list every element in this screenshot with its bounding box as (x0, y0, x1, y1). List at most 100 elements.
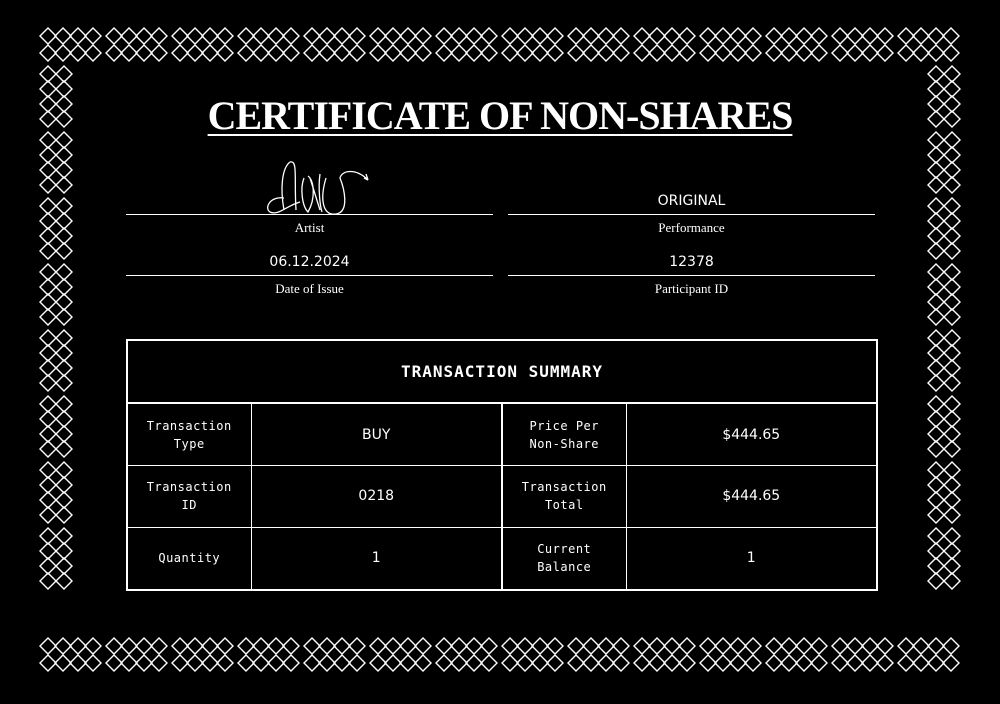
diamond-mark (435, 44, 453, 62)
diamond-mark (678, 637, 696, 655)
diamond-mark (633, 637, 651, 655)
diamond-mark (282, 654, 300, 672)
diamond-mark (135, 27, 153, 45)
diamond-mark (927, 131, 945, 149)
diamond-mark (927, 278, 945, 296)
diamond-mark (582, 654, 600, 672)
diamond-mark (663, 637, 681, 655)
diamond-mark (252, 27, 270, 45)
diamond-mark (303, 44, 321, 62)
diamond-mark (414, 637, 432, 655)
diamond-mark (612, 637, 630, 655)
diamond-mark (516, 44, 534, 62)
diamond-mark (414, 44, 432, 62)
diamond-mark (765, 27, 783, 45)
diamond-mark (333, 27, 351, 45)
diamond-mark (465, 637, 483, 655)
diamond-mark (39, 344, 57, 362)
diamond-mark (39, 293, 57, 311)
diamond-mark (39, 654, 57, 672)
diamond-mark (55, 242, 73, 260)
diamond-mark (55, 410, 73, 428)
diamond-mark (55, 161, 73, 179)
diamond-mark (927, 506, 945, 524)
table-row: Quantity 1 Current Balance 1 (126, 526, 878, 591)
diamond-mark (927, 293, 945, 311)
diamond-mark (678, 654, 696, 672)
diamond-mark (531, 654, 549, 672)
diamond-mark (54, 44, 72, 62)
diamond-mark (282, 44, 300, 62)
transaction-summary-table: TRANSACTION SUMMARY Transaction Type BUY… (126, 339, 879, 591)
diamond-mark (55, 359, 73, 377)
diamond-mark (927, 654, 945, 672)
diamond-mark (912, 44, 930, 62)
diamond-mark (648, 654, 666, 672)
diamond-mark (927, 637, 945, 655)
diamond-mark (480, 44, 498, 62)
diamond-mark (765, 637, 783, 655)
diamond-mark (303, 654, 321, 672)
diamond-mark (55, 461, 73, 479)
diamond-mark (201, 44, 219, 62)
diamond-mark (780, 44, 798, 62)
diamond-mark (201, 27, 219, 45)
diamond-mark (943, 410, 961, 428)
diamond-mark (780, 637, 798, 655)
diamond-mark (861, 654, 879, 672)
diamond-mark (201, 637, 219, 655)
diamond-mark (597, 44, 615, 62)
diamond-mark (876, 637, 894, 655)
diamond-mark (39, 506, 57, 524)
diamond-mark (714, 654, 732, 672)
diamond-mark (252, 654, 270, 672)
diamond-mark (69, 27, 87, 45)
diamond-mark (55, 212, 73, 230)
table-row: Transaction ID 0218 Transaction Total $4… (126, 465, 878, 528)
diamond-mark (943, 176, 961, 194)
diamond-mark (633, 654, 651, 672)
diamond-mark (399, 27, 417, 45)
diamond-mark (927, 440, 945, 458)
diamond-mark (663, 27, 681, 45)
diamond-mark (927, 242, 945, 260)
diamond-mark (744, 637, 762, 655)
diamond-mark (55, 374, 73, 392)
diamond-mark (927, 95, 945, 113)
diamond-mark (597, 654, 615, 672)
diamond-mark (927, 65, 945, 83)
diamond-mark (846, 654, 864, 672)
diamond-mark (861, 44, 879, 62)
diamond-mark (942, 44, 960, 62)
diamond-mark (943, 95, 961, 113)
diamond-mark (942, 27, 960, 45)
diamond-mark (39, 131, 57, 149)
diamond-mark (55, 425, 73, 443)
diamond-mark (39, 27, 57, 45)
diamond-mark (55, 527, 73, 545)
diamond-mark (186, 27, 204, 45)
diamond-mark (927, 425, 945, 443)
date-field: 06.12.2024 Date of Issue (126, 251, 493, 297)
diamond-mark (150, 637, 168, 655)
diamond-mark (927, 542, 945, 560)
diamond-mark (39, 95, 57, 113)
diamond-mark (927, 395, 945, 413)
date-value: 06.12.2024 (269, 254, 350, 270)
diamond-mark (567, 637, 585, 655)
diamond-mark (943, 197, 961, 215)
diamond-mark (897, 654, 915, 672)
diamond-mark (201, 654, 219, 672)
diamond-mark (810, 27, 828, 45)
diamond-mark (927, 110, 945, 128)
diamond-mark (84, 637, 102, 655)
diamond-mark (831, 44, 849, 62)
diamond-mark (435, 654, 453, 672)
diamond-mark (795, 27, 813, 45)
diamond-mark (831, 27, 849, 45)
diamond-mark (943, 491, 961, 509)
diamond-mark (912, 654, 930, 672)
diamond-mark (171, 654, 189, 672)
diamond-mark (795, 637, 813, 655)
diamond-mark (216, 27, 234, 45)
